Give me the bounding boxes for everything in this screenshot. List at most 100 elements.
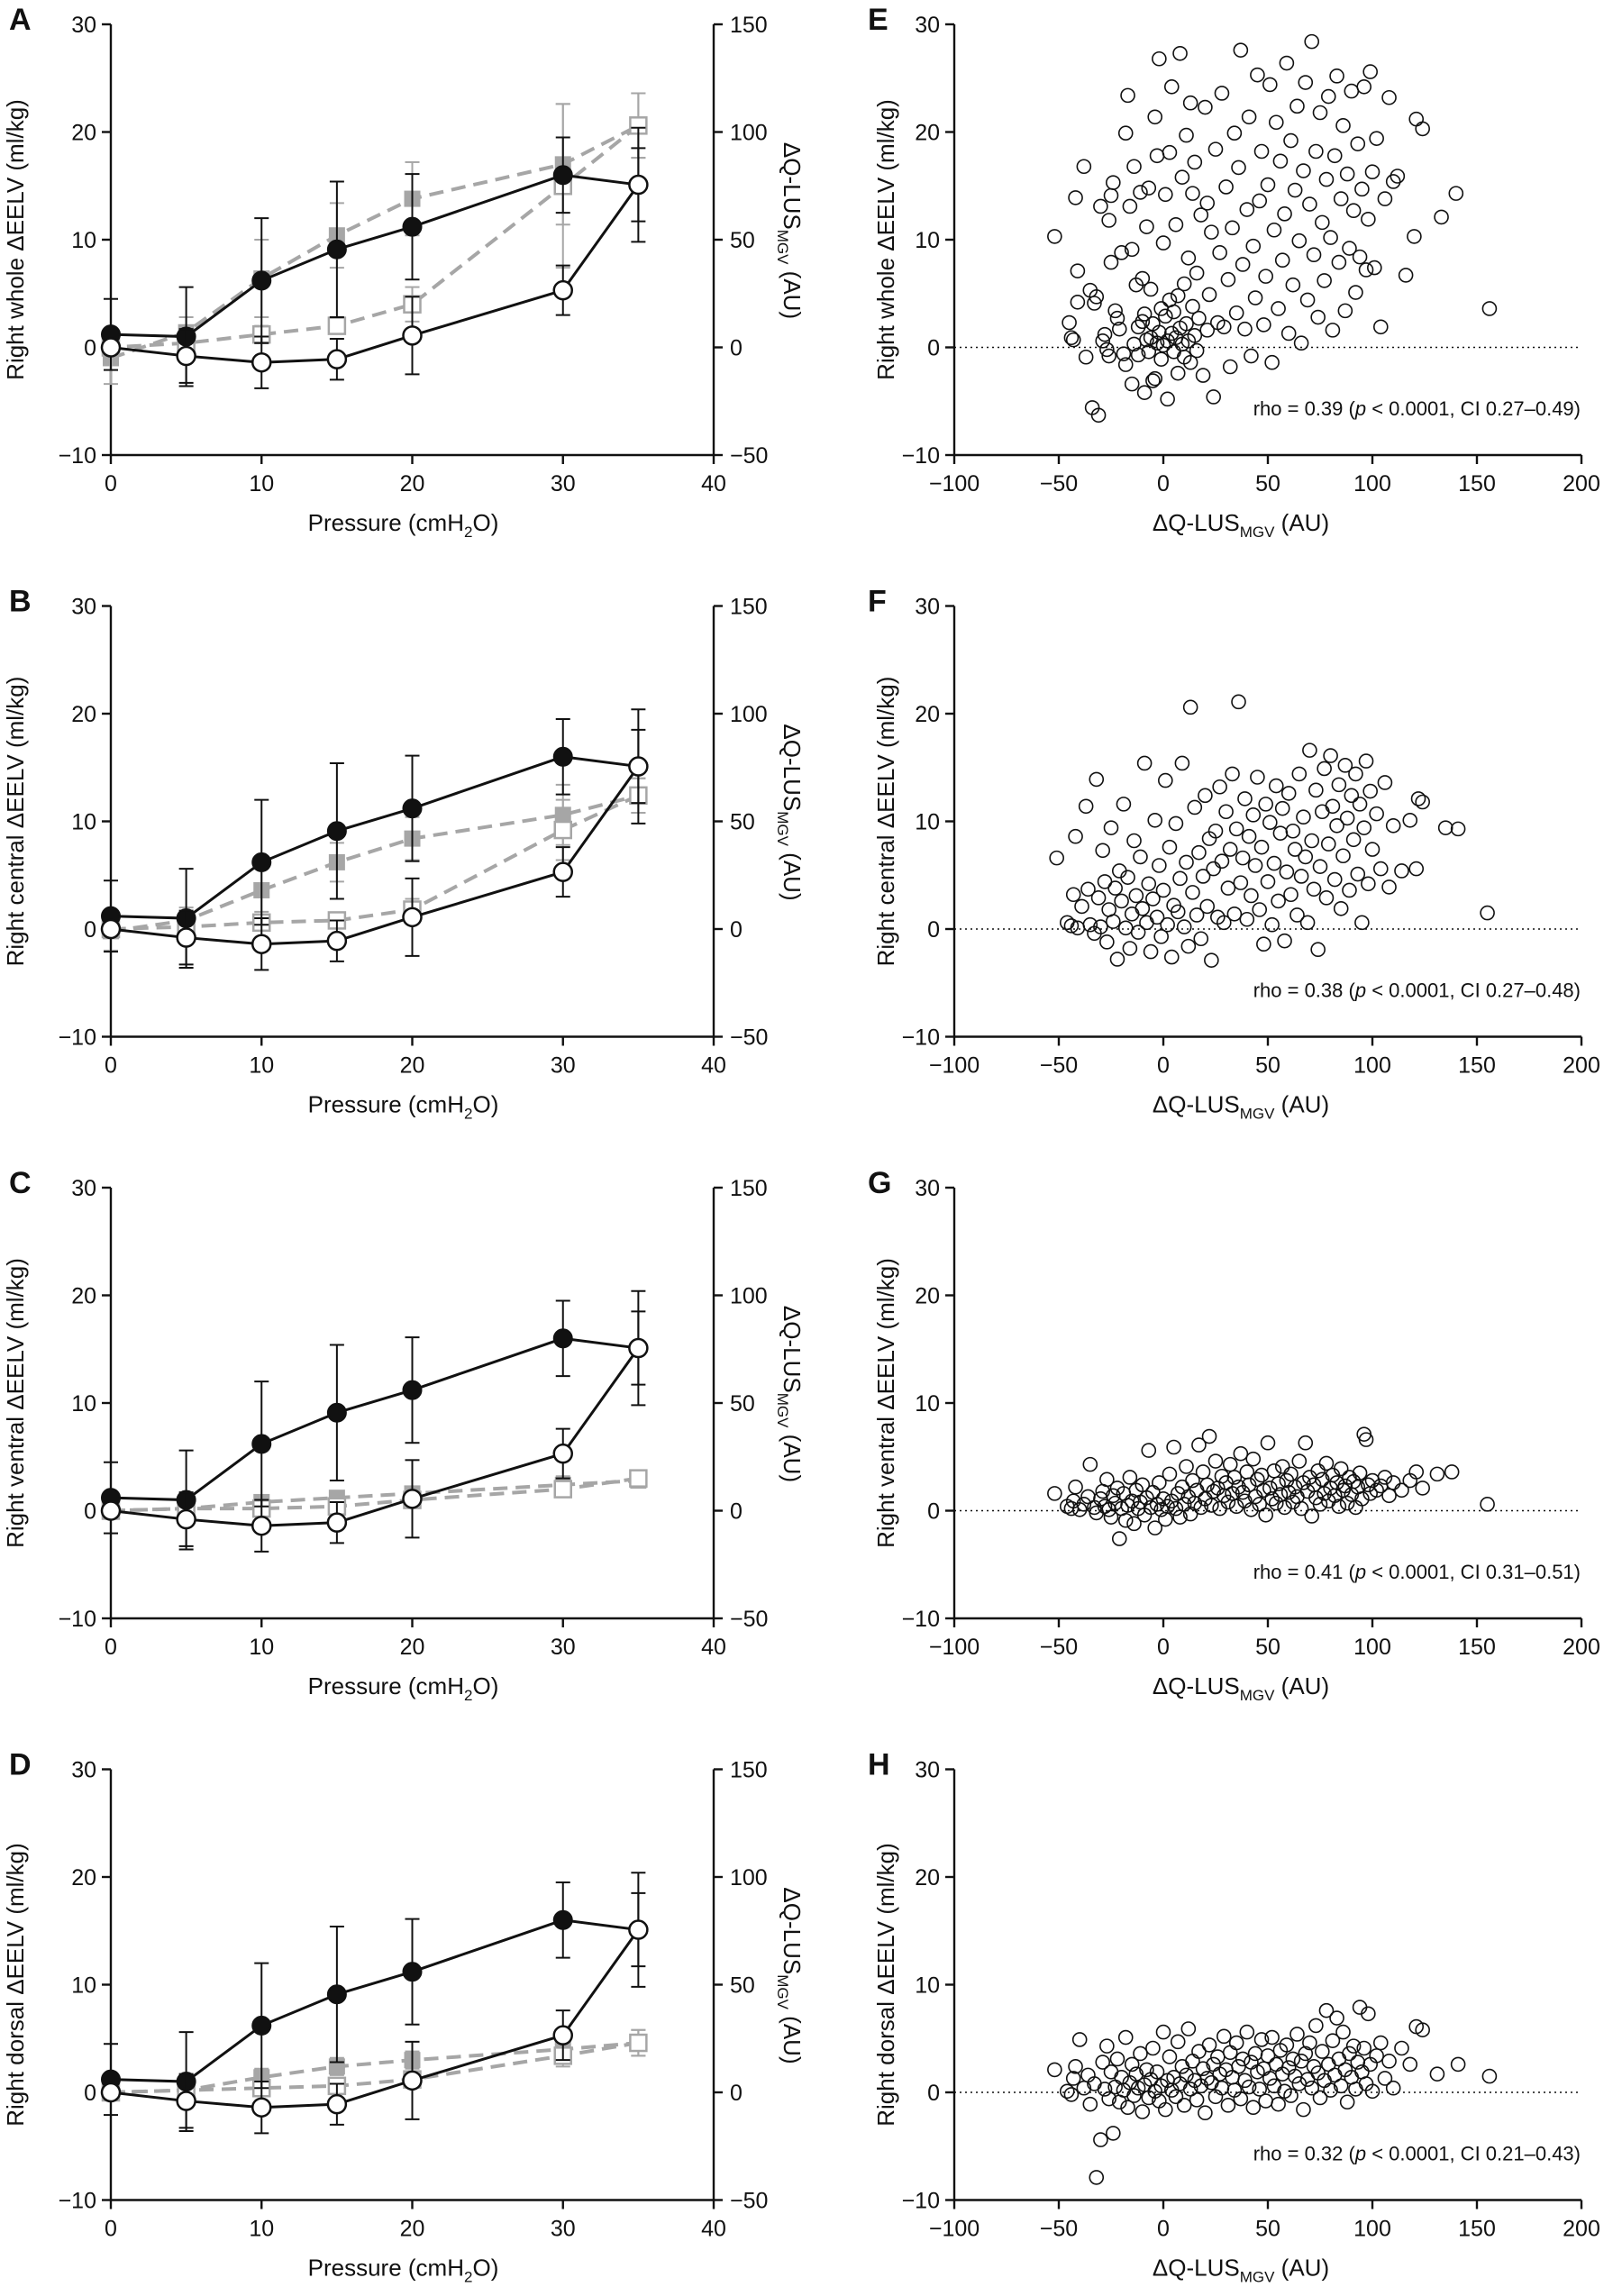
y-tick-label: 30 xyxy=(915,13,940,38)
scatter-point xyxy=(1070,263,1086,278)
data-point xyxy=(100,2082,122,2103)
scatter-point xyxy=(1260,874,1276,889)
y-tick-label: −10 xyxy=(902,443,940,469)
scatter-point xyxy=(1344,788,1360,804)
y2-tick-label: −50 xyxy=(730,1025,768,1051)
scatter-point xyxy=(1437,820,1453,835)
correlation-stat: rho = 0.38 (p < 0.0001, CI 0.27–0.48) xyxy=(1253,979,1581,1002)
scatter-point xyxy=(1262,77,1278,93)
scatter-point xyxy=(1204,224,1219,240)
x-tick-label: −50 xyxy=(1040,2217,1078,2242)
scatter-point xyxy=(1306,881,1322,897)
scatter-point xyxy=(1345,2038,1362,2054)
y-tick-label: 20 xyxy=(915,1284,940,1309)
x-tick-label: 40 xyxy=(701,471,726,497)
series-eelv-deflation xyxy=(100,1872,649,2135)
scatter-point xyxy=(1339,810,1355,826)
scatter-point xyxy=(1182,354,1198,370)
scatter-point xyxy=(1260,2048,1276,2064)
scatter-point xyxy=(1109,2051,1125,2067)
scatter-point xyxy=(1095,2055,1111,2070)
scatter-point xyxy=(1106,2126,1121,2141)
scatter-point xyxy=(1062,314,1077,331)
scatter-point xyxy=(1369,806,1384,822)
panel-letter: D xyxy=(9,1748,32,1782)
data-point xyxy=(552,279,573,301)
x-tick-label: 50 xyxy=(1255,2217,1280,2242)
scatter-point xyxy=(1068,190,1083,205)
scatter-point xyxy=(1285,823,1301,839)
scatter-point xyxy=(1130,925,1146,940)
scatter-point xyxy=(1166,1439,1181,1455)
scatter-point xyxy=(1179,127,1194,143)
scatter-point xyxy=(1231,694,1246,710)
scatter-point xyxy=(1369,1482,1384,1499)
scatter-point xyxy=(1237,321,1253,337)
x-tick-label: 0 xyxy=(1157,2217,1170,2242)
y2-tick-label: 100 xyxy=(730,702,768,727)
data-point xyxy=(251,270,272,291)
scatter-point xyxy=(1358,262,1374,278)
scatter-point xyxy=(1160,1499,1175,1515)
scatter-point xyxy=(1143,281,1159,297)
scatter-point xyxy=(1402,2056,1418,2073)
scatter-point xyxy=(1339,2094,1355,2110)
data-point xyxy=(402,2070,423,2091)
scatter-point xyxy=(1141,1443,1157,1458)
scatter-point xyxy=(1093,198,1108,214)
scatter-point xyxy=(1258,269,1273,284)
scatter-point xyxy=(1172,45,1188,61)
scatter-point xyxy=(1109,952,1125,967)
scatter-point xyxy=(1122,1470,1138,1485)
scatter-point xyxy=(1256,936,1271,952)
y2-axis-label: ΔQ-LUSMGV (AU) xyxy=(774,1306,806,1482)
scatter-point xyxy=(1296,163,1311,178)
y2-tick-label: 150 xyxy=(730,595,768,620)
x-tick-label: 150 xyxy=(1458,1053,1496,1079)
scatter-point xyxy=(1344,83,1360,99)
scatter-point xyxy=(1348,766,1363,782)
scatter-point xyxy=(1082,916,1098,933)
scatter-point xyxy=(1235,257,1251,272)
scatter-point xyxy=(1189,265,1205,281)
scatter-point xyxy=(1342,2045,1357,2062)
scatter-point xyxy=(1206,389,1221,405)
scatter-point xyxy=(1410,791,1426,806)
scatter-point xyxy=(1320,836,1336,852)
scatter-point xyxy=(1226,1470,1243,1485)
scatter-point xyxy=(1191,1437,1207,1453)
scatter-point xyxy=(1189,342,1205,359)
y-tick-label: 10 xyxy=(71,228,96,253)
data-point xyxy=(326,1512,348,1533)
scatter-point xyxy=(1063,2087,1080,2102)
scatter-point xyxy=(1099,1471,1115,1488)
scatter-point xyxy=(1312,1497,1328,1512)
scatter-point xyxy=(1195,869,1211,884)
y-tick-label: 30 xyxy=(71,1758,96,1783)
scatter-point xyxy=(1434,209,1449,225)
correlation-stat: rho = 0.39 (p < 0.0001, CI 0.27–0.49) xyxy=(1253,397,1581,420)
scatter-point xyxy=(1337,303,1353,319)
scatter-point xyxy=(1266,2078,1282,2094)
data-point xyxy=(552,165,573,186)
scatter-point xyxy=(1158,308,1173,324)
scatter-point xyxy=(1256,317,1271,333)
scatter-point xyxy=(1116,346,1132,361)
x-tick-label: −50 xyxy=(1040,471,1078,497)
scatter-point xyxy=(1147,813,1163,828)
scatter-point xyxy=(1480,905,1495,921)
scatter-point xyxy=(1160,916,1175,933)
scatter-point xyxy=(1134,314,1151,330)
scatter-point xyxy=(1235,850,1251,866)
scatter-point xyxy=(1139,219,1154,234)
scatter-point xyxy=(1356,2040,1372,2056)
y-tick-label: 20 xyxy=(915,121,940,146)
scatter-point xyxy=(1126,1516,1142,1532)
scatter-point xyxy=(1071,2032,1088,2047)
y-tick-label: 0 xyxy=(927,336,940,361)
scatter-point xyxy=(1078,349,1094,365)
scatter-point xyxy=(1266,222,1282,238)
scatter-point xyxy=(1408,111,1425,127)
